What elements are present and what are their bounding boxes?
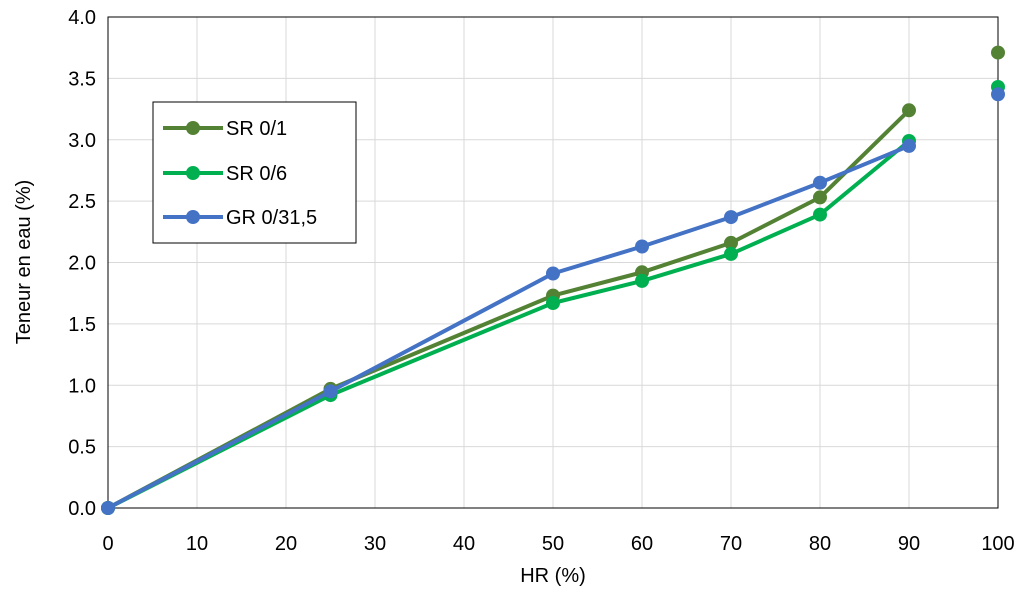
y-tick-label: 3.5 [68, 68, 96, 90]
data-point [813, 175, 827, 190]
x-tick-label: 40 [453, 533, 475, 555]
legend: SR 0/1 SR 0/6 GR 0/31,5 [152, 101, 357, 244]
x-tick-label: 90 [898, 533, 920, 555]
x-tick-label: 100 [981, 533, 1014, 555]
x-tick-label: 80 [809, 533, 831, 555]
legend-label-gr-0-31-5: GR 0/31,5 [226, 207, 317, 229]
data-point [635, 239, 649, 254]
legend-marker-sr-0-1 [186, 121, 200, 135]
y-tick-label: 1.0 [68, 375, 96, 397]
x-tick-label: 70 [720, 533, 742, 555]
data-point [991, 45, 1005, 60]
data-point [724, 210, 738, 225]
data-point [902, 138, 916, 153]
y-tick-label: 2.5 [68, 191, 96, 213]
legend-item-gr-0-31-5: GR 0/31,5 [163, 207, 317, 229]
y-tick-label: 4.0 [68, 7, 96, 29]
y-tick-label: 2.0 [68, 253, 96, 275]
x-tick-label: 60 [631, 533, 653, 555]
legend-marker-gr-0-31-5 [186, 210, 200, 224]
data-point [813, 190, 827, 205]
legend-item-sr-0-6: SR 0/6 [163, 163, 287, 185]
x-tick-label: 10 [186, 533, 208, 555]
data-point [991, 87, 1005, 102]
y-tick-label: 1.5 [68, 314, 96, 336]
x-tick-label: 0 [102, 533, 113, 555]
data-point [635, 273, 649, 288]
data-point [813, 207, 827, 222]
data-point [724, 246, 738, 261]
data-point [546, 296, 560, 310]
data-point [902, 103, 916, 118]
y-axis-tick-labels: 0.0 0.5 1.0 1.5 2.0 2.5 3.0 3.5 4.0 [68, 7, 96, 520]
y-tick-label: 0.0 [68, 498, 96, 520]
series-2 [101, 87, 1005, 515]
legend-item-sr-0-1: SR 0/1 [163, 118, 287, 140]
y-tick-label: 0.5 [68, 437, 96, 459]
legend-label-sr-0-1: SR 0/1 [226, 118, 287, 140]
x-axis-title: HR (%) [520, 565, 586, 587]
data-point [724, 235, 738, 250]
x-tick-label: 50 [542, 533, 564, 555]
x-tick-label: 30 [364, 533, 386, 555]
legend-marker-sr-0-6 [186, 166, 200, 180]
x-axis-tick-labels: 0 10 20 30 40 50 60 70 80 90 100 [102, 533, 1014, 555]
y-tick-label: 3.0 [68, 130, 96, 152]
plot-area [107, 16, 999, 509]
data-point [101, 501, 115, 515]
data-point [546, 266, 560, 281]
y-axis-title: Teneur en eau (%) [13, 180, 35, 345]
series-layer [101, 45, 1005, 515]
x-tick-label: 20 [275, 533, 297, 555]
data-point [323, 384, 338, 399]
legend-label-sr-0-6: SR 0/6 [226, 163, 287, 185]
